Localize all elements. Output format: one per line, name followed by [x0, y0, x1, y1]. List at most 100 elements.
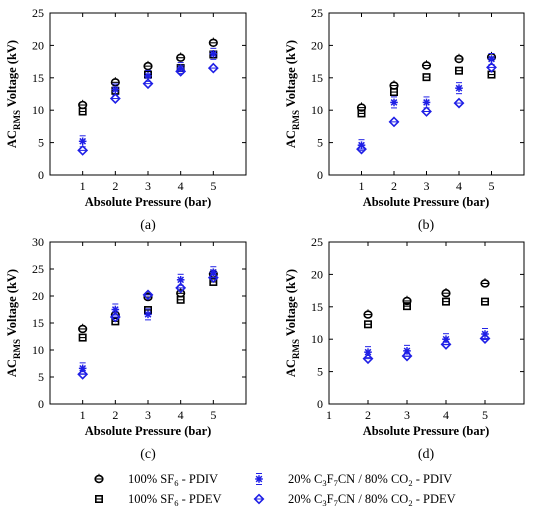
y-tick-label: 25: [32, 6, 44, 20]
data-point-sf6-pdiv: [389, 80, 399, 90]
marker-diamond: [207, 62, 219, 74]
y-axis-label: ACRMS Voltage (kV): [284, 269, 301, 377]
y-axis-label: ACRMS Voltage (kV): [5, 40, 22, 148]
marker-stroke: [423, 99, 430, 106]
marker-stroke: [79, 364, 87, 372]
data-point-sf6-pdev: [422, 73, 431, 82]
data-point-c3f7cn-pdev: [175, 65, 187, 77]
y-tick-label: 10: [32, 103, 44, 117]
x-tick-label: 3: [404, 408, 410, 422]
data-point-sf6-pdev: [389, 88, 398, 97]
x-tick-label: 1: [80, 408, 86, 422]
y-tick-label: 25: [311, 235, 323, 249]
legend-label: 100% SF6 - PDEV: [128, 492, 222, 508]
chart-panel-b: 0 5 10 15 20 25 1 2 3 4 5 Absolute Pressure (bar) AC…: [284, 6, 525, 233]
x-tick-label: 3: [145, 408, 151, 422]
marker-diamond: [175, 282, 187, 294]
y-tick-label: 15: [32, 316, 44, 330]
data-point-c3f7cn-pdev: [479, 333, 491, 344]
data-point-sf6-pdiv: [78, 323, 88, 334]
y-tick-label: 25: [311, 6, 323, 20]
y-tick-label: 10: [32, 343, 44, 357]
marker-diamond: [486, 62, 497, 73]
data-point-c3f7cn-pdev: [486, 62, 497, 73]
data-point-sf6-pdev: [78, 333, 87, 342]
x-tick-label: 3: [145, 179, 151, 193]
data-point-c3f7cn-pdev: [440, 338, 452, 350]
marker-stroke: [111, 86, 119, 93]
marker-stroke: [144, 72, 152, 80]
data-point-sf6-pdev: [454, 66, 463, 75]
marker-diamond: [453, 97, 465, 109]
x-tick-label: 1: [80, 179, 86, 193]
x-axis-label: Absolute Pressure (bar): [85, 424, 212, 438]
y-tick-label: 20: [311, 38, 323, 52]
plot-frame: [49, 241, 247, 405]
data-point-c3f7cn-pdev: [401, 350, 413, 362]
legend-item-c3f7cn-pdev: 20% C3F7CN / 80% CO2 - PDEV: [253, 492, 456, 508]
x-tick-label: 4: [178, 179, 184, 193]
marker-diamond: [440, 338, 452, 350]
x-tick-label: 2: [112, 179, 118, 193]
x-tick-label: 4: [456, 179, 462, 193]
y-tick-label: 5: [317, 365, 323, 379]
marker-stroke: [255, 475, 263, 483]
data-point-c3f7cn-pdev: [453, 97, 465, 109]
data-point-c3f7cn-pdiv: [390, 96, 398, 109]
y-tick-label: 20: [311, 267, 323, 281]
y-tick-label: 5: [38, 370, 44, 384]
plot-frame: [328, 241, 525, 405]
chart-panel-a: 0 5 10 15 20 25 1 2 3 4 5 Absolute Pressure (bar) AC…: [5, 6, 247, 233]
data-point-sf6-pdiv: [441, 287, 451, 298]
legend-label: 20% C3F7CN / 80% CO2 - PDIV: [288, 472, 452, 488]
x-tick-label: 1: [326, 408, 332, 422]
marker-diamond: [77, 144, 89, 156]
y-tick-label: 15: [32, 71, 44, 85]
x-tick-label: 2: [112, 408, 118, 422]
marker-stroke: [144, 310, 152, 318]
marker-stroke: [390, 99, 398, 106]
marker-diamond: [109, 311, 121, 323]
x-tick-label: 5: [482, 408, 488, 422]
y-tick-label: 5: [38, 136, 44, 150]
data-point-c3f7cn-pdev: [77, 144, 89, 156]
marker-diamond: [362, 353, 374, 365]
marker-diamond: [207, 272, 219, 284]
x-tick-label: 5: [489, 179, 495, 193]
data-point-sf6-pdiv: [363, 309, 373, 319]
x-tick-label: 4: [178, 408, 184, 422]
panel-label: (c): [140, 447, 156, 462]
x-tick-label: 5: [210, 408, 216, 422]
marker-stroke: [455, 84, 463, 92]
data-point-sf6-pdiv: [176, 52, 186, 62]
data-point-sf6-pdev: [357, 109, 366, 118]
legend-marker: [253, 493, 265, 505]
chart-panel-d: 0 5 10 15 20 25 1 2 3 4 5 Absolute Pressure (bar) AC…: [284, 235, 525, 462]
y-tick-label: 15: [311, 71, 323, 85]
y-tick-label: 15: [311, 300, 323, 314]
y-tick-label: 5: [317, 136, 323, 150]
x-tick-label: 2: [391, 179, 397, 193]
y-axis-label: ACRMS Voltage (kV): [284, 40, 301, 148]
data-point-sf6-pdev: [176, 295, 185, 304]
data-point-c3f7cn-pdev: [142, 78, 154, 90]
y-tick-label: 10: [311, 103, 323, 117]
data-point-c3f7cn-pdev: [109, 311, 121, 323]
marker-stroke: [79, 137, 87, 145]
marker-diamond: [356, 143, 367, 155]
data-point-sf6-pdiv: [454, 53, 464, 64]
legend-marker: [255, 473, 263, 485]
x-tick-label: 2: [365, 408, 371, 422]
data-point-sf6-pdev: [480, 297, 489, 306]
marker-diamond: [388, 116, 400, 128]
data-point-c3f7cn-pdev: [175, 282, 187, 294]
y-tick-label: 0: [317, 168, 323, 182]
data-point-c3f7cn-pdev: [421, 106, 432, 117]
legend-marker: [94, 473, 104, 484]
legend-item-sf6-pdiv: 100% SF6 - PDIV: [94, 472, 218, 488]
data-point-c3f7cn-pdiv: [78, 135, 87, 148]
y-tick-label: 25: [32, 262, 44, 276]
marker-stroke: [177, 276, 185, 284]
data-point-sf6-pdev: [402, 302, 411, 311]
